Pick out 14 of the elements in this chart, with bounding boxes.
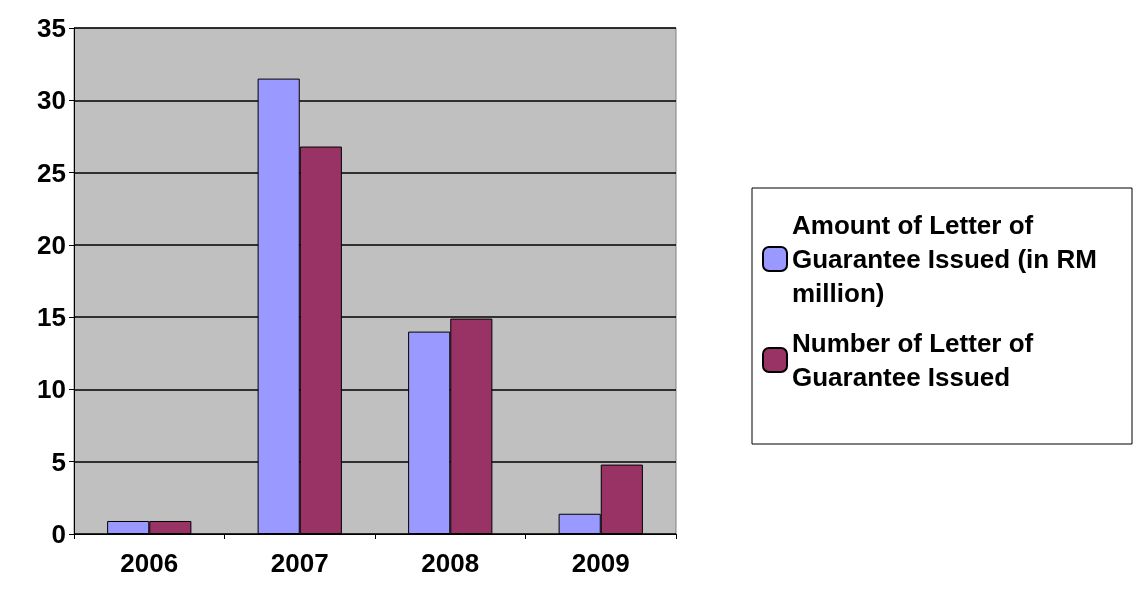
y-tick-label: 35 — [37, 13, 66, 43]
legend-label: Amount of Letter of Guarantee Issued (in RM million) — [792, 210, 1105, 308]
x-tick-label: 2007 — [270, 548, 329, 578]
y-tick-label: 15 — [37, 302, 66, 333]
x-tick-label: 2008 — [421, 548, 480, 578]
x-tick-label: 2006 — [120, 548, 179, 578]
y-tick-label: 25 — [37, 157, 66, 188]
y-tick-label: 30 — [37, 85, 66, 116]
x-tick-label: 2009 — [571, 548, 630, 578]
y-tick-label: 20 — [37, 229, 66, 260]
y-tick-label: 5 — [51, 446, 66, 477]
y-tick-label: 0 — [51, 519, 66, 549]
legend-label: Number of Letter of Guarantee Issued — [792, 328, 1041, 392]
y-tick-label: 10 — [37, 374, 66, 405]
